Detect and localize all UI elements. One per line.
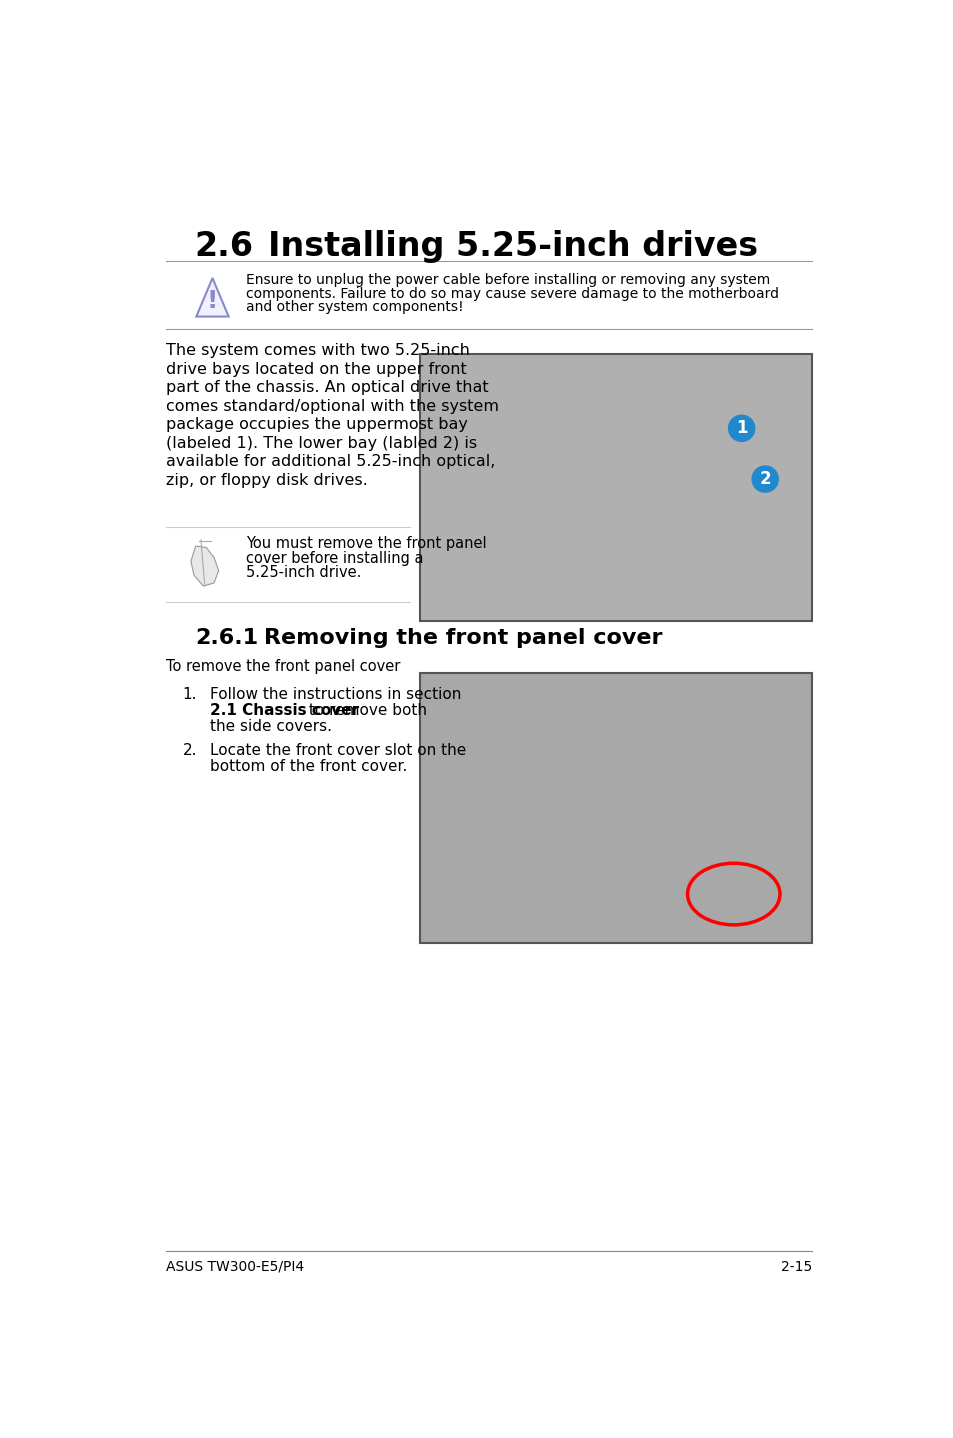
Circle shape	[751, 466, 778, 492]
Text: cover before installing a: cover before installing a	[246, 551, 423, 565]
Text: To remove the front panel cover: To remove the front panel cover	[166, 659, 399, 674]
Text: (labeled 1). The lower bay (labled 2) is: (labeled 1). The lower bay (labled 2) is	[166, 436, 476, 452]
Text: !: !	[207, 289, 218, 313]
Polygon shape	[196, 278, 229, 316]
FancyBboxPatch shape	[419, 673, 811, 942]
Text: available for additional 5.25-inch optical,: available for additional 5.25-inch optic…	[166, 454, 495, 469]
Text: 2.6.1: 2.6.1	[194, 628, 257, 649]
Text: 1.: 1.	[182, 687, 196, 702]
Text: drive bays located on the upper front: drive bays located on the upper front	[166, 362, 466, 377]
Circle shape	[728, 416, 754, 441]
Text: zip, or floppy disk drives.: zip, or floppy disk drives.	[166, 473, 367, 487]
Text: 1: 1	[735, 420, 746, 437]
Text: 5.25-inch drive.: 5.25-inch drive.	[246, 565, 361, 581]
Text: Ensure to unplug the power cable before installing or removing any system: Ensure to unplug the power cable before …	[246, 273, 770, 286]
Polygon shape	[191, 546, 218, 587]
Text: and other system components!: and other system components!	[246, 301, 463, 315]
Text: Locate the front cover slot on the: Locate the front cover slot on the	[210, 743, 466, 758]
Text: components. Failure to do so may cause severe damage to the motherboard: components. Failure to do so may cause s…	[246, 286, 779, 301]
Text: comes standard/optional with the system: comes standard/optional with the system	[166, 398, 498, 414]
Text: Removing the front panel cover: Removing the front panel cover	[264, 628, 662, 649]
Text: package occupies the uppermost bay: package occupies the uppermost bay	[166, 417, 467, 433]
Text: 2.1 Chassis cover: 2.1 Chassis cover	[210, 703, 359, 718]
Text: to remove both: to remove both	[304, 703, 427, 718]
Text: Follow the instructions in section: Follow the instructions in section	[210, 687, 461, 702]
Text: Installing 5.25-inch drives: Installing 5.25-inch drives	[268, 230, 758, 263]
Text: bottom of the front cover.: bottom of the front cover.	[210, 759, 407, 774]
Text: 2-15: 2-15	[781, 1260, 811, 1274]
Text: 2: 2	[759, 470, 770, 487]
FancyBboxPatch shape	[419, 354, 811, 621]
Text: ASUS TW300-E5/PI4: ASUS TW300-E5/PI4	[166, 1260, 303, 1274]
Text: 2.6: 2.6	[194, 230, 253, 263]
Text: You must remove the front panel: You must remove the front panel	[246, 536, 486, 551]
Text: The system comes with two 5.25-inch: The system comes with two 5.25-inch	[166, 344, 469, 358]
Text: the side covers.: the side covers.	[210, 719, 332, 735]
Text: part of the chassis. An optical drive that: part of the chassis. An optical drive th…	[166, 381, 488, 395]
Text: 2.: 2.	[182, 743, 196, 758]
